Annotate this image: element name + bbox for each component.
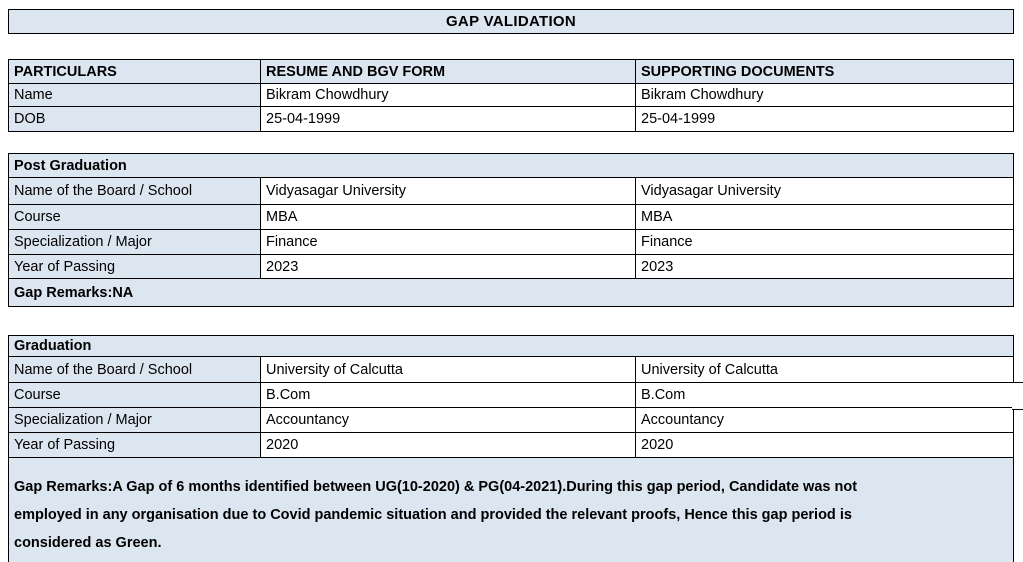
grad-year-supporting-value-cell: 2020 <box>636 433 1013 458</box>
supporting-docs-header-cell: SUPPORTING DOCUMENTS <box>636 60 1013 84</box>
graduation-gap-remarks-line-3: considered as Green. <box>14 535 162 551</box>
grad-board-supporting-value-cell: University of Calcutta <box>636 357 1013 383</box>
grad-specialization-label-cell: Specialization / Major <box>9 408 261 433</box>
grad-course-resume-value-cell: B.Com <box>261 383 636 408</box>
graduation-table: Graduation Name of the Board / School Un… <box>8 335 1014 562</box>
page-title: GAP VALIDATION <box>8 9 1014 34</box>
post-graduation-section-header: Post Graduation <box>9 154 1013 178</box>
name-resume-value-cell: Bikram Chowdhury <box>261 84 636 107</box>
pg-course-label-cell: Course <box>9 205 261 230</box>
graduation-gap-remarks-line-2: employed in any organisation due to Covi… <box>14 507 852 523</box>
dob-resume-value-cell: 25-04-1999 <box>261 107 636 131</box>
pg-year-supporting-value-cell: 2023 <box>636 255 1013 279</box>
pg-course-supporting-value-cell: MBA <box>636 205 1013 230</box>
pg-year-label-cell: Year of Passing <box>9 255 261 279</box>
grad-specialization-supporting-value-cell: Accountancy <box>636 408 1013 433</box>
post-graduation-table: Post Graduation Name of the Board / Scho… <box>8 153 1014 307</box>
pg-specialization-resume-value-cell: Finance <box>261 230 636 255</box>
grad-year-resume-value-cell: 2020 <box>261 433 636 458</box>
pg-specialization-label-cell: Specialization / Major <box>9 230 261 255</box>
resume-bgv-header-cell: RESUME AND BGV FORM <box>261 60 636 84</box>
pg-specialization-supporting-value-cell: Finance <box>636 230 1013 255</box>
grad-specialization-resume-value-cell: Accountancy <box>261 408 636 433</box>
graduation-gap-remarks-line-1: Gap Remarks:A Gap of 6 months identified… <box>14 479 858 495</box>
particulars-table: PARTICULARS RESUME AND BGV FORM SUPPORTI… <box>8 59 1014 132</box>
grad-course-label-cell: Course <box>9 383 261 408</box>
course-row-gridline-extension <box>1012 382 1023 410</box>
post-graduation-gap-remarks: Gap Remarks:NA <box>9 279 1013 306</box>
pg-board-label-cell: Name of the Board / School <box>9 178 261 205</box>
pg-board-supporting-value-cell: Vidyasagar University <box>636 178 1013 205</box>
pg-board-resume-value-cell: Vidyasagar University <box>261 178 636 205</box>
dob-label-cell: DOB <box>9 107 261 131</box>
particulars-header-cell: PARTICULARS <box>9 60 261 84</box>
dob-supporting-value-cell: 25-04-1999 <box>641 111 716 127</box>
pg-course-resume-value-cell: MBA <box>261 205 636 230</box>
grad-board-resume-value-cell: University of Calcutta <box>261 357 636 383</box>
graduation-section-header: Graduation <box>9 336 1013 357</box>
graduation-gap-remarks: Gap Remarks:A Gap of 6 months identified… <box>9 458 1013 562</box>
grad-year-label-cell: Year of Passing <box>9 433 261 458</box>
name-label-cell: Name <box>9 84 261 107</box>
grad-course-supporting-value-cell: B.Com <box>636 383 1013 408</box>
pg-year-resume-value-cell: 2023 <box>261 255 636 279</box>
name-supporting-value-cell: Bikram Chowdhury <box>636 84 1013 107</box>
grad-board-label-cell: Name of the Board / School <box>9 357 261 383</box>
